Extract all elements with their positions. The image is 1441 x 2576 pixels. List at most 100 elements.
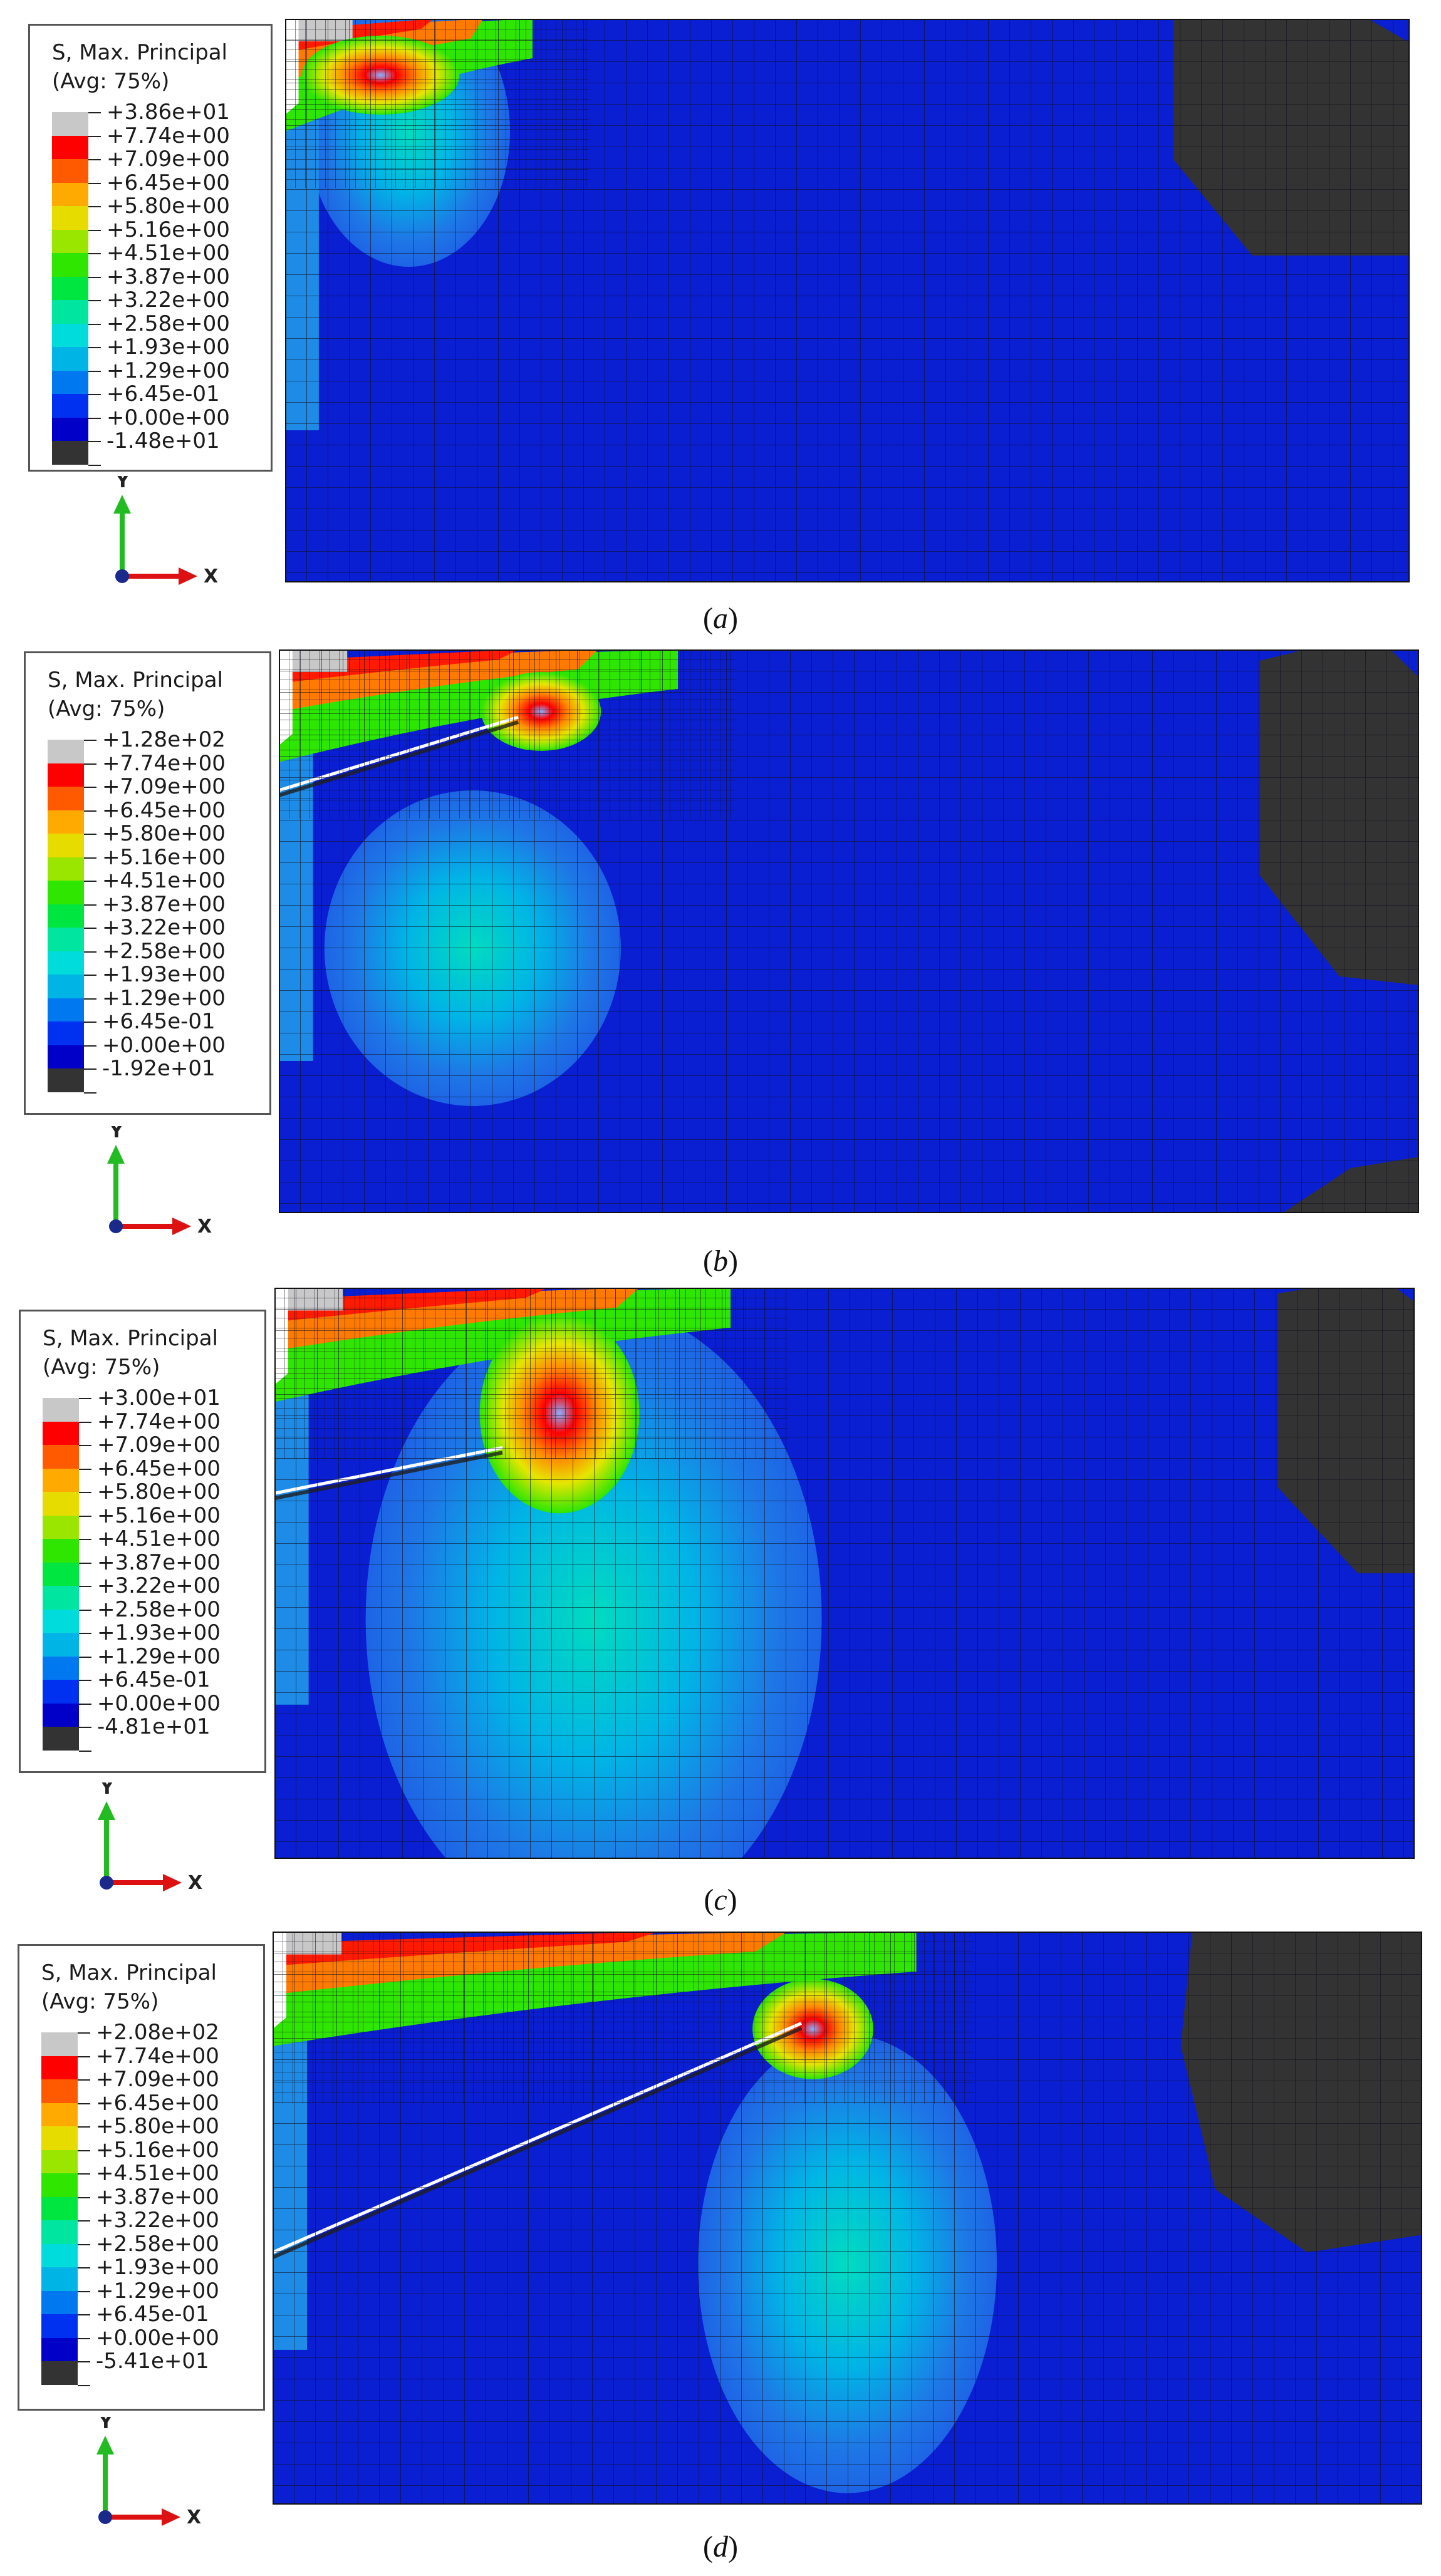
legend-label: +2.58e+00 bbox=[96, 2231, 219, 2257]
legend-tick bbox=[84, 951, 96, 953]
legend-label: +3.87e+00 bbox=[107, 264, 230, 289]
legend-tick bbox=[84, 975, 96, 976]
legend-title-line: (Avg: 75%) bbox=[52, 69, 170, 94]
legend-swatch bbox=[52, 112, 88, 136]
panel-caption: (c) bbox=[0, 1883, 1441, 1917]
y-arrowhead bbox=[98, 1801, 115, 1820]
legend-label: +0.00e+00 bbox=[97, 1690, 221, 1716]
legend-label: +4.51e+00 bbox=[102, 868, 226, 893]
legend-label: +2.58e+00 bbox=[107, 311, 230, 336]
y-axis-label: Y bbox=[100, 1782, 115, 1799]
legend-swatch bbox=[43, 1421, 79, 1446]
caption-letter: c bbox=[714, 1883, 727, 1916]
legend-swatch bbox=[48, 810, 84, 834]
legend-tick bbox=[79, 1609, 91, 1611]
legend-swatch bbox=[48, 904, 84, 928]
legend-tick bbox=[88, 206, 101, 207]
legend-swatch bbox=[43, 1727, 79, 1751]
legend-swatch bbox=[48, 740, 84, 763]
legend-tick bbox=[84, 1022, 96, 1023]
legend-title-line: S, Max. Principal bbox=[43, 1326, 218, 1351]
origin-dot bbox=[100, 1876, 113, 1890]
legend-tick bbox=[78, 2173, 90, 2175]
contour-legend: S, Max. Principal (Avg: 75%) +3.00e+01 +7.7… bbox=[19, 1310, 266, 1773]
legend-tick bbox=[84, 998, 96, 1000]
legend-tick bbox=[88, 112, 101, 113]
x-axis-label: X bbox=[187, 2506, 201, 2528]
contour-legend: S, Max. Principal (Avg: 75%) +1.28e+02 +7.7… bbox=[24, 651, 271, 1115]
legend-swatch bbox=[52, 394, 88, 418]
legend-label: +1.29e+00 bbox=[96, 2278, 219, 2304]
legend-tick bbox=[78, 2220, 90, 2222]
legend-swatch bbox=[41, 2337, 78, 2362]
legend-swatch bbox=[52, 323, 88, 348]
legend-swatch bbox=[52, 206, 88, 230]
legend-label: +6.45e-01 bbox=[96, 2302, 209, 2327]
legend-swatch bbox=[48, 1045, 84, 1069]
legend-swatch bbox=[43, 1703, 79, 1727]
caption-paren: ( bbox=[704, 1883, 714, 1916]
legend-label: +5.80e+00 bbox=[97, 1479, 221, 1504]
legend-tick bbox=[79, 1680, 91, 1681]
legend-swatch bbox=[48, 951, 84, 975]
caption-paren: ( bbox=[703, 602, 713, 635]
legend-label: +1.93e+00 bbox=[107, 334, 230, 360]
legend-tick bbox=[78, 2243, 90, 2245]
origin-dot bbox=[98, 2510, 112, 2524]
legend-swatch bbox=[41, 2290, 78, 2315]
legend-swatch bbox=[43, 1445, 79, 1469]
legend-label: +7.09e+00 bbox=[107, 147, 230, 172]
legend-label: +7.74e+00 bbox=[97, 1409, 221, 1434]
legend-tick bbox=[78, 2361, 90, 2362]
legend-tick bbox=[88, 276, 101, 278]
legend-tick bbox=[79, 1633, 91, 1634]
legend-tick bbox=[88, 300, 101, 301]
legend-label: +6.45e-01 bbox=[102, 1009, 216, 1034]
legend-tick bbox=[84, 881, 96, 882]
x-axis-label: X bbox=[197, 1216, 212, 1238]
legend-swatch bbox=[43, 1468, 79, 1492]
caption-paren: ) bbox=[728, 2530, 738, 2563]
contour-legend: S, Max. Principal (Avg: 75%) +3.86e+01 +7.7… bbox=[28, 24, 273, 472]
x-arrowhead bbox=[172, 1218, 191, 1235]
legend-swatch bbox=[48, 998, 84, 1022]
model-boundary bbox=[285, 19, 1410, 582]
legend-label: +6.45e+00 bbox=[102, 797, 226, 823]
caption-paren: ) bbox=[728, 602, 738, 635]
refined-mesh bbox=[285, 19, 589, 188]
legend-label: +6.45e+00 bbox=[97, 1456, 221, 1481]
y-arrowhead bbox=[113, 495, 131, 514]
legend-swatch bbox=[52, 159, 88, 183]
panel-d: S, Max. Principal (Avg: 75%) +2.08e+02 +7.7… bbox=[0, 1932, 1441, 2575]
legend-tick bbox=[88, 135, 101, 137]
legend-swatch bbox=[52, 276, 88, 301]
legend-tick bbox=[78, 2337, 90, 2339]
legend-label: +7.74e+00 bbox=[96, 2043, 219, 2069]
legend-swatch bbox=[43, 1609, 79, 1633]
legend-swatch bbox=[43, 1539, 79, 1563]
legend-tick bbox=[79, 1421, 91, 1423]
legend-tick bbox=[84, 904, 96, 906]
legend-swatch bbox=[52, 417, 88, 442]
panel-b: S, Max. Principal (Avg: 75%) +1.28e+02 +7.7… bbox=[0, 644, 1441, 1288]
legend-tick bbox=[88, 253, 101, 254]
x-arrowhead bbox=[163, 1874, 182, 1891]
refined-mesh bbox=[273, 1932, 974, 2104]
legend-swatch bbox=[41, 2103, 78, 2127]
legend-label: +3.22e+00 bbox=[97, 1573, 221, 1598]
legend-swatch bbox=[52, 182, 88, 207]
legend-tick bbox=[78, 2126, 90, 2128]
axis-triad: YX bbox=[98, 1782, 202, 1894]
legend-label: +1.93e+00 bbox=[96, 2255, 219, 2280]
legend-swatch bbox=[48, 787, 84, 810]
legend-tick bbox=[84, 740, 96, 741]
legend-label: +4.51e+00 bbox=[97, 1526, 221, 1551]
legend-tick bbox=[79, 1562, 91, 1564]
legend-swatch bbox=[52, 441, 88, 465]
legend-swatch bbox=[41, 2032, 78, 2056]
legend-swatch bbox=[41, 2126, 78, 2150]
legend-label: +3.87e+00 bbox=[96, 2184, 219, 2210]
x-arrowhead bbox=[179, 567, 197, 585]
legend-tick bbox=[88, 370, 101, 372]
legend-swatch bbox=[41, 2196, 78, 2221]
